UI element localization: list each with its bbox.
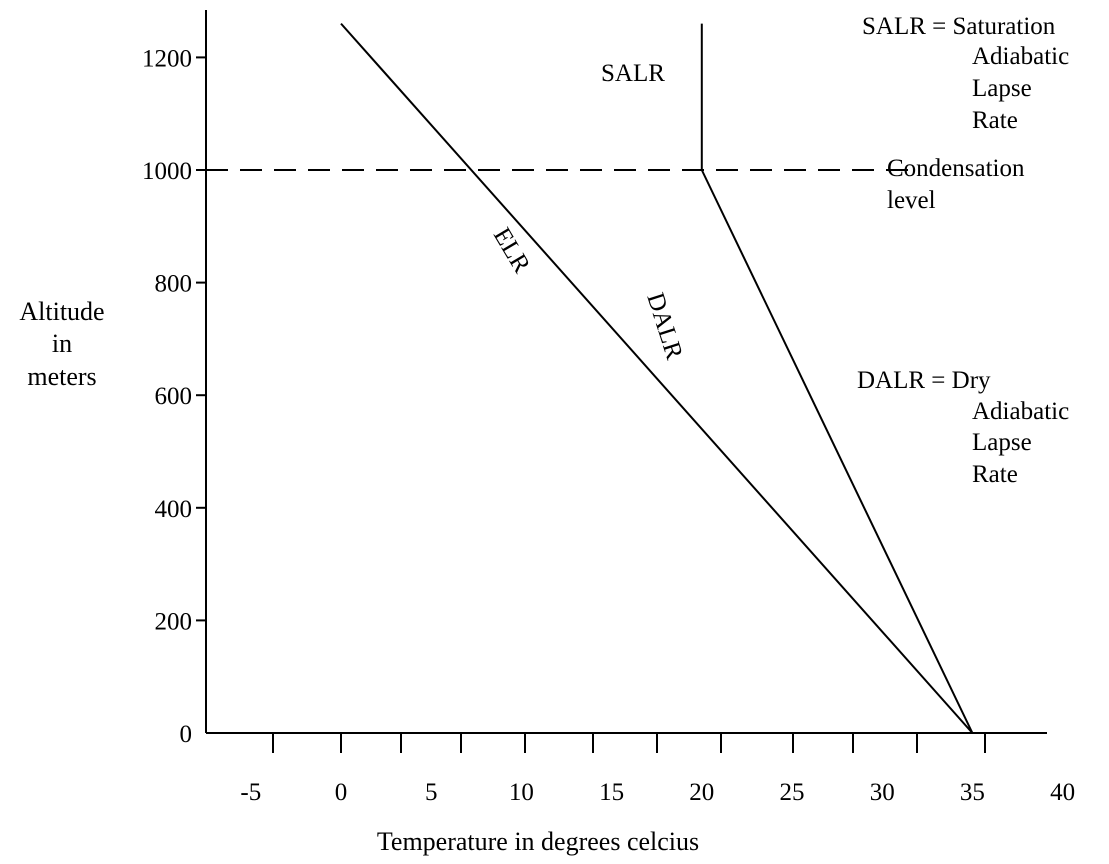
y-axis-title-line-1: Altitude [19, 297, 104, 326]
x-tick-label: 40 [1050, 779, 1075, 806]
dalr-definition-line-4: Rate [972, 461, 1018, 488]
dalr-line-label: DALR [641, 290, 688, 363]
y-tick-label: 0 [180, 721, 193, 748]
y-axis-title-line-3: meters [27, 362, 96, 391]
x-tick-label: 25 [780, 779, 805, 806]
dalr-definition-line-1: DALR = Dry [857, 367, 991, 394]
dalr-definition-line-2: Adiabatic [972, 398, 1069, 425]
elr-line [340, 22, 974, 734]
x-tick-label: 35 [960, 779, 985, 806]
salr-line-label: SALR [601, 60, 665, 87]
y-tick-label: 600 [155, 383, 193, 410]
dalr-line [700, 169, 974, 734]
salr-definition-line-2: Adiabatic [972, 43, 1069, 70]
condensation-label-line-2: level [887, 187, 936, 214]
x-axis-title: Temperature in degrees celcius [377, 827, 699, 856]
marks [206, 22, 974, 734]
y-tick-label: 800 [155, 271, 193, 298]
x-tick-label: 0 [335, 779, 348, 806]
axes [205, 10, 1047, 734]
salr-definition-line-3: Lapse [972, 75, 1032, 102]
elr-line-label: ELR [488, 223, 535, 278]
x-tick-label: -5 [240, 779, 261, 806]
dalr-definition-line-3: Lapse [972, 429, 1032, 456]
condensation-label-line-1: Condensation [887, 155, 1025, 182]
x-tick-label: 20 [689, 779, 714, 806]
x-tick-label: 5 [425, 779, 438, 806]
y-tick-label: 1200 [142, 45, 192, 72]
x-tick-label: 30 [870, 779, 895, 806]
y-axis-title-line-2: in [52, 329, 72, 358]
salr-definition-line-1: SALR = Saturation [862, 13, 1056, 40]
x-tick-label: 10 [509, 779, 534, 806]
y-tick-label: 1000 [142, 158, 192, 185]
x-tick-label: 15 [599, 779, 624, 806]
y-tick-label: 400 [155, 496, 193, 523]
ticks: -505101520253035404502004006008001000120… [142, 45, 1075, 806]
y-tick-label: 200 [155, 608, 193, 635]
salr-definition-line-4: Rate [972, 107, 1018, 134]
